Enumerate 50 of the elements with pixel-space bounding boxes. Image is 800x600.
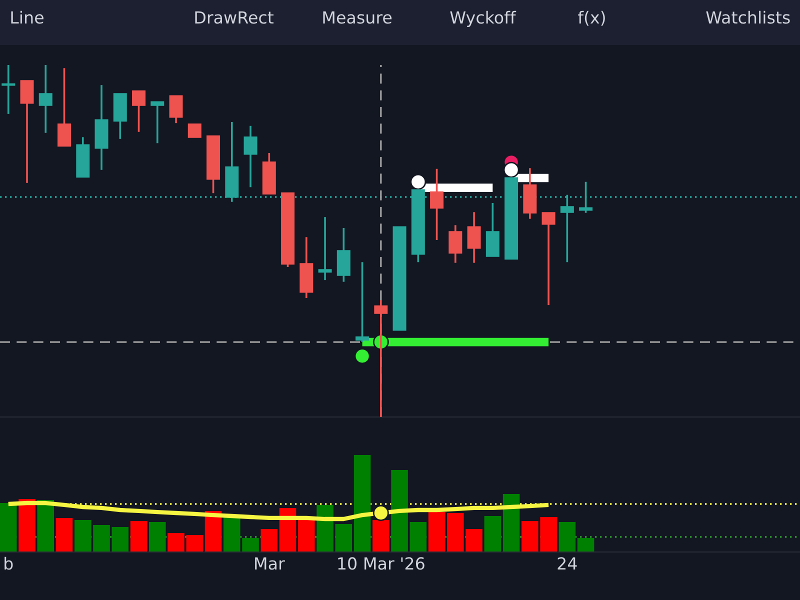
- candlestick: [2, 64, 16, 115]
- text: Watchlists: [706, 10, 790, 24]
- candlestick: [20, 80, 34, 184]
- bar: [428, 512, 446, 552]
- bar: [18, 499, 36, 552]
- text: DrawRect: [195, 11, 274, 24]
- x-tick-label: 10 Mar '26: [338, 557, 424, 570]
- x-tick-label: b: [4, 556, 13, 570]
- bar: [112, 526, 129, 552]
- text: Measure: [323, 11, 392, 24]
- bar: [372, 520, 390, 552]
- candlestick: [150, 101, 164, 144]
- bar: [186, 535, 204, 552]
- bar: [56, 518, 73, 552]
- bar: [391, 470, 408, 552]
- candlestick: [58, 67, 72, 147]
- candlestick: [318, 216, 332, 281]
- candlestick: [579, 180, 593, 214]
- bar: [0, 503, 17, 552]
- x-tick-label: Mar: [255, 557, 285, 570]
- point: [354, 348, 370, 364]
- candlestick: [169, 95, 183, 124]
- bar: [149, 522, 166, 552]
- candlestick: [542, 212, 556, 306]
- bar: [354, 455, 371, 552]
- text: Wyckoff: [450, 10, 516, 27]
- text: f(x): [578, 10, 605, 26]
- bar: [558, 522, 576, 552]
- bar: [502, 494, 520, 552]
- bar: [410, 522, 427, 552]
- point: [503, 162, 520, 178]
- candlestick: [448, 224, 462, 264]
- bar: [577, 538, 594, 552]
- candlestick: [356, 261, 370, 343]
- point: [410, 174, 426, 190]
- candlestick: [244, 124, 258, 188]
- bar: [168, 532, 184, 552]
- bar: [130, 520, 148, 552]
- bar: [316, 504, 334, 552]
- candlestick: [188, 123, 202, 138]
- text: Line: [11, 10, 44, 24]
- candlestick: [38, 64, 52, 134]
- bar: [37, 500, 54, 552]
- x-tick-label: 24: [558, 557, 577, 570]
- candlestick: [430, 168, 444, 241]
- bar: [484, 516, 502, 552]
- candlestick: [132, 90, 146, 133]
- bar: [335, 524, 352, 552]
- bar: [260, 529, 278, 552]
- candlestick: [467, 211, 481, 264]
